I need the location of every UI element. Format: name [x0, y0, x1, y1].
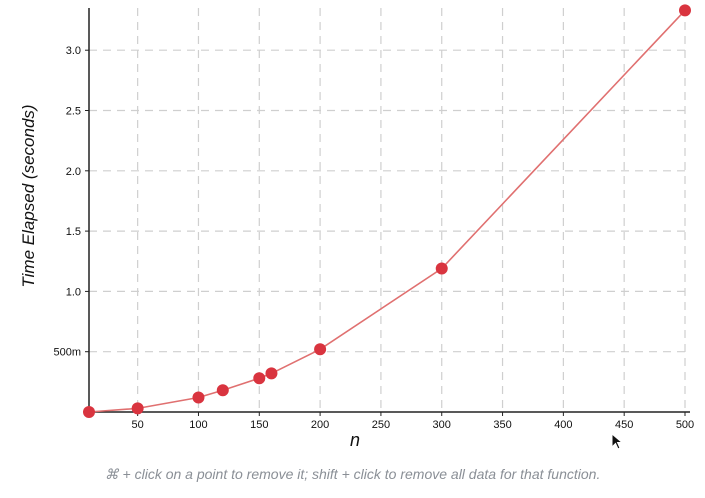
y-tick-label: 500m — [53, 347, 81, 359]
y-tick-label: 3.0 — [66, 45, 81, 57]
mouse-cursor-icon — [611, 433, 623, 450]
y-tick-label: 2.0 — [66, 166, 81, 178]
data-point[interactable] — [679, 4, 691, 17]
x-tick-label: 350 — [493, 419, 511, 431]
series — [83, 4, 691, 418]
x-tick-label: 50 — [132, 419, 144, 431]
data-point[interactable] — [131, 402, 144, 415]
y-tick-label: 1.5 — [66, 226, 81, 238]
caption-hint: ⌘ + click on a point to remove it; shift… — [104, 466, 601, 482]
x-tick-label: 100 — [189, 419, 207, 431]
data-point[interactable] — [83, 406, 95, 418]
x-axis-label: n — [350, 430, 360, 450]
ticks: 50 100 150 200 250 300 350 400 450 500 500m 1.0 1.5 2… — [53, 45, 694, 431]
data-point[interactable] — [265, 367, 278, 380]
data-point[interactable] — [253, 372, 266, 385]
x-tick-label: 450 — [615, 419, 633, 431]
data-point[interactable] — [314, 343, 327, 356]
y-tick-label: 1.0 — [66, 286, 81, 298]
data-point[interactable] — [216, 384, 229, 397]
data-point[interactable] — [192, 391, 205, 404]
x-tick-label: 250 — [372, 419, 390, 431]
y-tick-label: 2.5 — [66, 106, 81, 118]
y-axis-label: Time Elapsed (seconds) — [19, 104, 38, 287]
grid — [89, 8, 686, 412]
x-tick-label: 400 — [554, 419, 572, 431]
data-point[interactable] — [435, 262, 448, 275]
x-tick-label: 300 — [433, 419, 451, 431]
x-tick-label: 500 — [676, 419, 694, 431]
chart: 50 100 150 200 250 300 350 400 450 500 500m 1.0 1.5 2… — [19, 4, 694, 450]
x-tick-label: 200 — [311, 419, 329, 431]
x-tick-label: 150 — [250, 419, 268, 431]
